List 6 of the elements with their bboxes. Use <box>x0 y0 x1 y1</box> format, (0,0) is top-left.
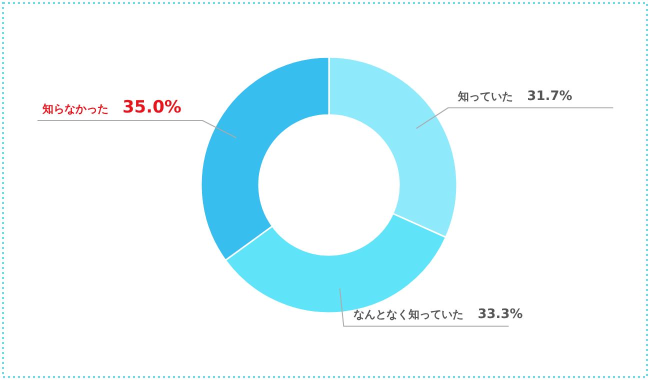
slice-label: 知っていた <box>457 90 514 103</box>
data-label: 35.0% <box>122 98 182 118</box>
slice-label: 知らなかった <box>41 102 108 116</box>
slice-label: なんとなく知っていた <box>354 308 464 322</box>
data-label: 33.3% <box>478 307 523 322</box>
data-label: 31.7% <box>527 88 572 104</box>
